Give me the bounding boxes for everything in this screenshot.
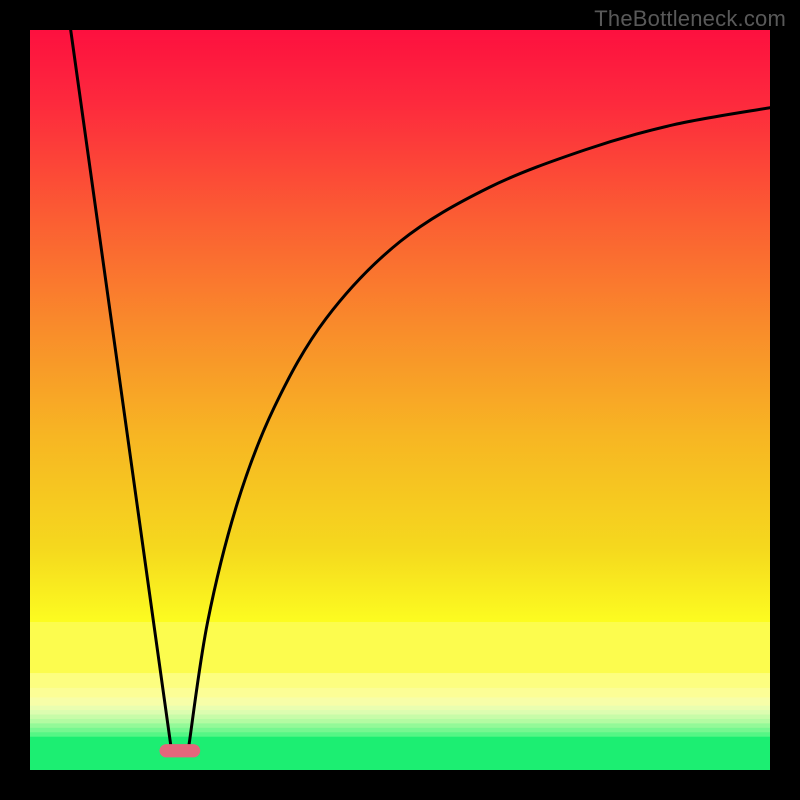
color-band [30,688,770,698]
color-band [30,710,770,715]
color-bands [30,622,770,771]
color-band [30,719,770,724]
chart-container: TheBottleneck.com [0,0,800,800]
color-band [30,715,770,720]
bottleneck-chart [0,0,800,800]
color-band [30,737,770,771]
minimum-marker [160,744,201,757]
color-band [30,706,770,711]
color-band [30,697,770,706]
color-band [30,673,770,688]
watermark-text: TheBottleneck.com [594,6,786,32]
color-band [30,723,770,728]
color-band [30,728,770,733]
color-band [30,622,770,674]
color-band [30,732,770,737]
